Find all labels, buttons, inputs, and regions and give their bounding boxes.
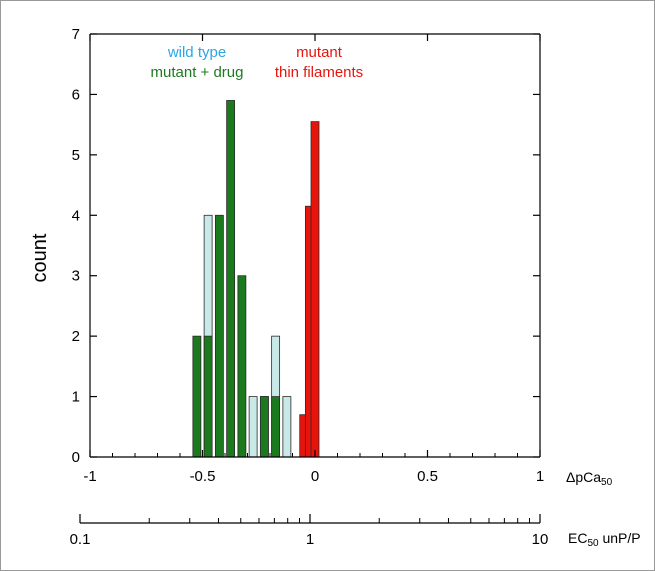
bar-series-1 — [203, 335, 213, 458]
secondary-x-axis-title: EC50 unP/P — [568, 530, 641, 549]
legend-wild-type: wild type — [167, 44, 226, 61]
x-axis-title: ΔpCa50 — [566, 469, 613, 488]
bar-series-1 — [271, 396, 281, 458]
bar-series-2 — [310, 121, 320, 458]
secondary-x-ticks: 0.1 1 10 — [70, 514, 549, 548]
legend: wild type mutant + drug mutant thin fila… — [151, 44, 364, 81]
y-tick-label: 1 — [72, 389, 80, 406]
secondary-x-tick-label: 1 — [306, 531, 314, 548]
secondary-x-tick-label: 0.1 — [70, 531, 91, 548]
y-ticks: 0 1 2 3 4 5 6 7 — [72, 26, 540, 466]
bars-layer — [192, 100, 320, 458]
axes-layer: 0 1 2 3 4 5 6 7 -1 -0.5 0 0.5 1 0.1 1 10 — [70, 26, 549, 548]
bar-series-1 — [237, 275, 247, 458]
y-tick-label: 5 — [72, 147, 80, 164]
x-tick-label: 0.5 — [417, 468, 438, 485]
bar-series-0 — [248, 396, 258, 458]
legend-mutant-line1: mutant — [296, 44, 343, 61]
x-tick-label: 0 — [311, 468, 319, 485]
secondary-x-tick-label: 10 — [532, 531, 549, 548]
y-axis-title: count — [29, 233, 51, 282]
bar-series-0 — [282, 396, 292, 458]
legend-mutant-line2: thin filaments — [275, 64, 363, 81]
y-tick-label: 4 — [72, 207, 80, 224]
y-tick-label: 6 — [72, 86, 80, 103]
bar-series-1 — [226, 100, 236, 458]
bar-series-1 — [214, 214, 224, 458]
x-tick-label: -1 — [83, 468, 96, 485]
x-tick-label: 1 — [536, 468, 544, 485]
x-tick-label: -0.5 — [190, 468, 216, 485]
y-tick-label: 0 — [72, 449, 80, 466]
legend-mutant-drug: mutant + drug — [151, 64, 244, 81]
y-tick-label: 3 — [72, 268, 80, 285]
y-tick-label: 7 — [72, 26, 80, 43]
x-ticks: -1 -0.5 0 0.5 1 — [83, 34, 544, 485]
bar-series-1 — [192, 335, 202, 458]
y-tick-label: 2 — [72, 328, 80, 345]
bar-series-1 — [259, 396, 269, 458]
